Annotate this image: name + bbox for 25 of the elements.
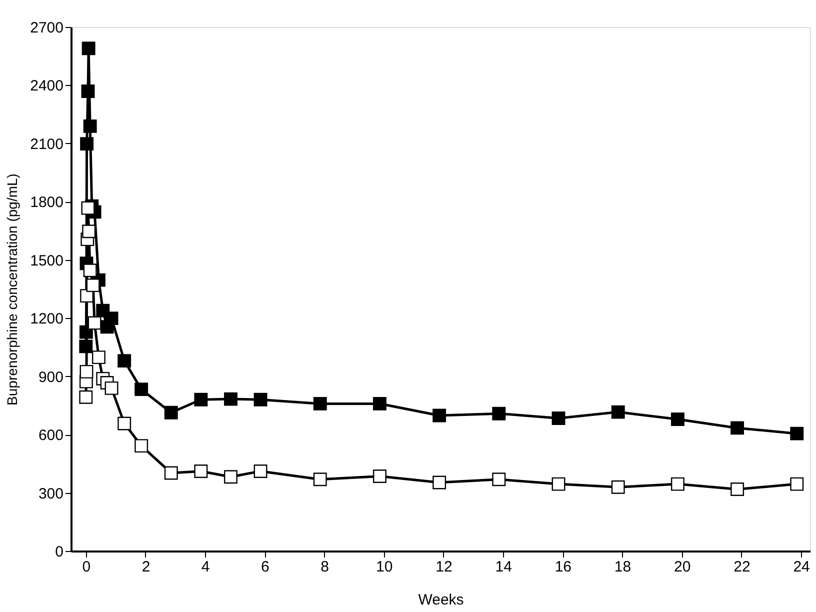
y-tick-label: 600	[38, 427, 64, 444]
x-axis-title: Weeks	[418, 592, 464, 608]
y-tick-label: 1200	[30, 310, 64, 328]
x-tick-label: 0	[82, 558, 91, 576]
y-tick-label: 1500	[30, 252, 64, 270]
x-tick-label: 12	[436, 558, 452, 576]
x-tick-label: 20	[674, 558, 691, 576]
x-tick-label: 8	[320, 558, 329, 576]
x-tick-label: 14	[495, 558, 512, 576]
y-tick-label: 2700	[30, 20, 64, 36]
y-tick-label: 300	[38, 485, 64, 502]
y-tick-label: 2100	[30, 136, 64, 153]
y-tick-label: 900	[38, 368, 64, 386]
x-tick-label: 16	[554, 558, 572, 576]
y-axis-title: Buprenorphine concentration (pg/mL)	[4, 174, 20, 406]
x-tick-label: 18	[614, 558, 632, 576]
x-tick-label: 2	[142, 558, 150, 576]
x-tick-label: 6	[261, 558, 270, 576]
x-tick-label: 10	[376, 558, 393, 576]
y-tick-label: 1800	[30, 194, 64, 212]
y-tick-label: 2400	[30, 78, 64, 95]
x-tick-label: 24	[793, 558, 810, 576]
y-tick-label: 0	[55, 544, 64, 560]
x-tick-label: 4	[201, 558, 210, 576]
x-tick-label: 22	[734, 558, 750, 576]
